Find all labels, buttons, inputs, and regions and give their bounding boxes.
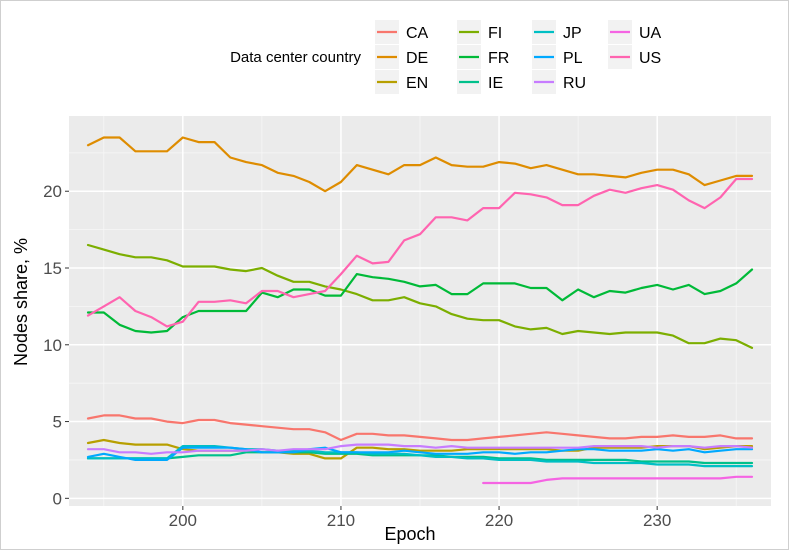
legend-item-us: US bbox=[608, 45, 661, 69]
series-line-us bbox=[86, 177, 754, 328]
series-line-ua bbox=[482, 475, 754, 485]
legend-label: FI bbox=[488, 25, 502, 42]
grid-major bbox=[69, 116, 771, 506]
legend-label: EN bbox=[406, 75, 428, 92]
series-line-fr bbox=[86, 268, 754, 334]
legend-label: IE bbox=[488, 75, 503, 92]
legend-title: Data center country bbox=[230, 49, 361, 66]
x-axis: 200 210 220 230 bbox=[169, 506, 671, 530]
series-line-ru bbox=[86, 443, 754, 455]
legend-item-ie: IE bbox=[457, 70, 503, 94]
series-line-ca bbox=[86, 414, 754, 442]
y-tick-label: 15 bbox=[43, 259, 62, 278]
y-tick-label: 20 bbox=[43, 182, 62, 201]
y-tick-label: 0 bbox=[53, 489, 62, 508]
y-tick-label: 10 bbox=[43, 336, 62, 355]
legend-item-de: DE bbox=[375, 45, 428, 69]
legend-label: DE bbox=[406, 50, 428, 67]
x-tick-label: 230 bbox=[643, 511, 671, 530]
legend-item-en: EN bbox=[375, 70, 428, 94]
legend: Data center country CA DE EN FI FR IE JP PL RU UA… bbox=[230, 20, 662, 94]
legend-label: UA bbox=[639, 25, 662, 42]
series-line-de bbox=[86, 136, 754, 193]
legend-label: FR bbox=[488, 50, 509, 67]
legend-item-fi: FI bbox=[457, 20, 502, 44]
legend-label: RU bbox=[563, 75, 586, 92]
series-line-fi bbox=[86, 243, 754, 349]
y-tick-label: 5 bbox=[53, 413, 62, 432]
y-axis: 0 5 10 15 20 bbox=[43, 182, 69, 508]
legend-item-ua: UA bbox=[608, 20, 662, 44]
legend-item-ca: CA bbox=[375, 20, 429, 44]
legend-label: US bbox=[639, 50, 661, 67]
legend-item-jp: JP bbox=[532, 20, 582, 44]
x-tick-label: 220 bbox=[485, 511, 513, 530]
series-lines bbox=[86, 136, 754, 485]
legend-item-fr: FR bbox=[457, 45, 509, 69]
legend-item-ru: RU bbox=[532, 70, 586, 94]
y-axis-label: Nodes share, % bbox=[11, 238, 31, 366]
x-axis-label: Epoch bbox=[384, 524, 435, 544]
series-line-pl bbox=[86, 446, 754, 461]
legend-label: CA bbox=[406, 25, 429, 42]
x-tick-label: 200 bbox=[169, 511, 197, 530]
legend-label: JP bbox=[563, 25, 582, 42]
legend-item-pl: PL bbox=[532, 45, 583, 69]
series-line-jp bbox=[86, 445, 754, 468]
x-tick-label: 210 bbox=[327, 511, 355, 530]
legend-label: PL bbox=[563, 50, 583, 67]
grid-minor bbox=[69, 116, 771, 506]
